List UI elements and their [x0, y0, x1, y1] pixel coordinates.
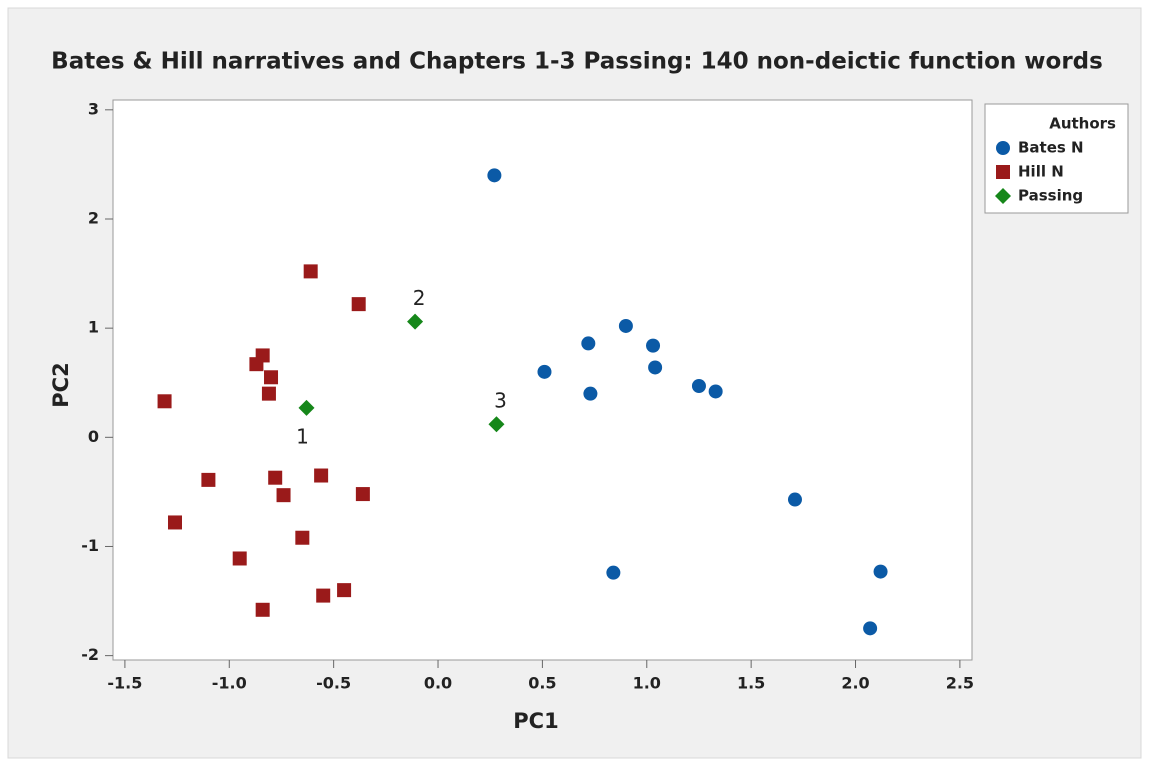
- y-tick-label: 3: [88, 99, 99, 118]
- data-point: [583, 386, 598, 401]
- point-label: 1: [296, 424, 309, 448]
- x-tick-label: -0.5: [316, 674, 351, 693]
- x-tick-label: 0.5: [528, 674, 556, 693]
- data-point: [157, 394, 172, 409]
- data-point: [873, 564, 888, 579]
- x-tick-label: 2.0: [841, 674, 869, 693]
- y-axis-label: PC2: [49, 362, 73, 407]
- x-tick-label: -1.5: [107, 674, 142, 693]
- data-point: [167, 515, 182, 530]
- data-point: [264, 370, 279, 385]
- legend-marker: [996, 141, 1010, 155]
- data-point: [268, 470, 283, 485]
- data-point: [201, 472, 216, 487]
- legend-title: Authors: [1049, 115, 1116, 133]
- legend-marker: [996, 165, 1010, 179]
- chart-title: Bates & Hill narratives and Chapters 1-3…: [51, 49, 1103, 75]
- data-point: [648, 360, 663, 375]
- data-point: [407, 313, 424, 330]
- y-tick-label: -2: [81, 645, 99, 664]
- data-point: [488, 416, 505, 433]
- data-point: [316, 588, 331, 603]
- plot-area: [112, 99, 973, 661]
- y-tick-label: 2: [88, 208, 99, 227]
- data-point: [232, 551, 247, 566]
- x-tick-label: 2.5: [946, 674, 974, 693]
- x-tick-label: 1.0: [633, 674, 661, 693]
- data-point: [255, 602, 270, 617]
- data-point: [249, 357, 264, 372]
- legend-label: Bates N: [1018, 139, 1084, 157]
- legend-label: Hill N: [1018, 163, 1064, 181]
- data-point: [261, 386, 276, 401]
- data-point: [487, 168, 502, 183]
- data-point: [787, 492, 802, 507]
- data-point: [691, 379, 706, 394]
- data-point: [581, 336, 596, 351]
- data-point: [314, 468, 329, 483]
- data-point: [708, 384, 723, 399]
- data-point: [537, 364, 552, 379]
- point-label: 3: [494, 389, 507, 413]
- data-point: [276, 488, 291, 503]
- data-point: [606, 565, 621, 580]
- x-axis-label: PC1: [513, 709, 558, 733]
- data-point: [355, 487, 370, 502]
- point-label: 2: [413, 286, 426, 310]
- y-tick-label: 0: [88, 427, 99, 446]
- data-point: [618, 318, 633, 333]
- data-point: [646, 338, 661, 353]
- x-tick-label: 0.0: [424, 674, 452, 693]
- data-point: [337, 583, 352, 598]
- data-point: [295, 530, 310, 545]
- y-tick-label: -1: [81, 536, 99, 555]
- y-tick-label: 1: [88, 318, 99, 337]
- data-point: [298, 399, 315, 416]
- legend-label: Passing: [1018, 187, 1083, 205]
- x-tick-label: -1.0: [212, 674, 247, 693]
- data-point: [351, 297, 366, 312]
- data-point: [303, 264, 318, 279]
- data-point: [863, 621, 878, 636]
- x-tick-label: 1.5: [737, 674, 765, 693]
- legend-marker: [995, 188, 1011, 204]
